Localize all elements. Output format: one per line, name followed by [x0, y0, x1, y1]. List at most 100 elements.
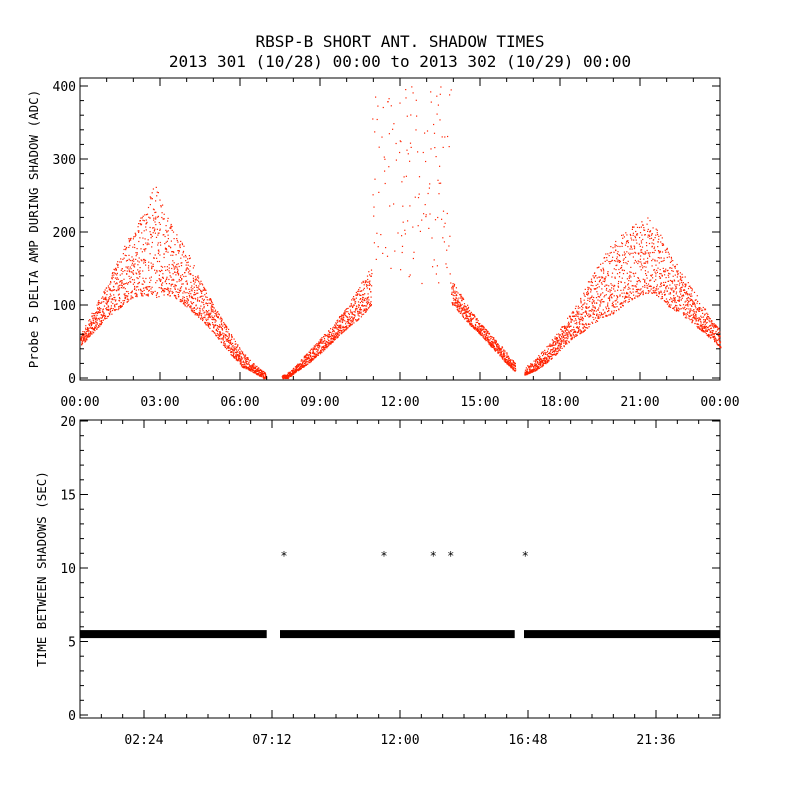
amp-point [86, 337, 88, 339]
amp-point [481, 329, 483, 331]
amp-point [115, 269, 117, 271]
amp-point [627, 284, 629, 286]
amp-point [647, 234, 649, 236]
amp-point [120, 302, 122, 304]
amp-point [300, 366, 302, 368]
amp-point [318, 341, 320, 343]
amp-point [83, 331, 86, 333]
amp-point [206, 296, 208, 298]
amp-point [344, 320, 346, 322]
amp-point [101, 297, 103, 299]
amp-point [680, 278, 682, 280]
amp-point [557, 345, 559, 347]
amp-point [636, 233, 638, 235]
amp-point [569, 333, 571, 335]
amp-point [557, 346, 559, 348]
amp-point [417, 197, 420, 199]
amp-point [97, 301, 99, 303]
amp-point [592, 285, 594, 287]
amp-point [513, 368, 515, 371]
amp-point [156, 260, 159, 263]
amp-point [105, 298, 107, 301]
amp-point [135, 292, 137, 295]
amp-point [384, 182, 386, 185]
amp-point [568, 323, 570, 325]
amp-point [227, 347, 229, 349]
amp-point [114, 309, 116, 311]
amp-point [300, 360, 302, 362]
amp-point [673, 291, 675, 293]
amp-point [337, 336, 339, 338]
amp-point [549, 355, 552, 358]
amp-point [145, 286, 147, 288]
amp-point [672, 287, 674, 289]
amp-point [501, 350, 503, 352]
amp-point [504, 361, 507, 363]
amp-point [503, 360, 505, 362]
amp-point [586, 292, 588, 294]
amp-point [549, 356, 551, 358]
amp-point [330, 338, 332, 340]
amp-point [685, 283, 687, 285]
amp-point [556, 337, 558, 339]
amp-point [99, 311, 101, 313]
amp-point [209, 313, 211, 315]
amp-point [232, 354, 234, 356]
amp-point [221, 328, 223, 330]
amp-point [114, 296, 116, 299]
amp-point [431, 237, 433, 239]
amp-point [259, 375, 261, 377]
amp-point [661, 296, 663, 298]
amp-point [573, 315, 575, 317]
amp-point [204, 311, 206, 313]
amp-point [537, 365, 539, 367]
amp-point [151, 265, 153, 267]
amp-point [239, 348, 241, 350]
amp-point [549, 352, 551, 354]
amp-point [113, 309, 115, 311]
amp-point [210, 301, 213, 303]
amp-point [468, 321, 471, 323]
amp-point [604, 285, 606, 287]
amp-point [261, 376, 263, 378]
amp-point [136, 294, 138, 296]
amp-point [579, 307, 581, 309]
amp-point [198, 316, 200, 318]
amp-point [478, 324, 480, 326]
amp-point [476, 321, 479, 323]
amp-point [177, 241, 179, 243]
amp-point [210, 298, 212, 300]
amp-point [111, 299, 113, 301]
amp-point [654, 260, 656, 262]
amp-point [196, 300, 199, 302]
amp-point [142, 270, 144, 272]
amp-point [366, 305, 368, 307]
amp-point [369, 280, 371, 282]
amp-point [647, 287, 649, 289]
amp-point [619, 271, 621, 274]
amp-point [207, 317, 209, 319]
amp-point [494, 349, 496, 351]
amp-point [460, 295, 462, 297]
amp-point [173, 238, 175, 240]
amp-point [694, 322, 696, 325]
amp-point [149, 204, 151, 206]
amp-point [524, 373, 526, 375]
amp-point [204, 314, 206, 316]
amp-point [340, 330, 343, 332]
amp-point [308, 362, 310, 364]
amp-point [360, 316, 362, 318]
amp-point [680, 287, 682, 289]
amp-point [672, 270, 674, 272]
amp-point [531, 371, 534, 373]
amp-point [617, 261, 619, 263]
amp-point [650, 275, 652, 277]
amp-point [403, 176, 405, 178]
amp-point [170, 254, 172, 256]
amp-point [667, 251, 669, 253]
amp-point [614, 277, 616, 279]
amp-point [458, 308, 461, 310]
amp-point [293, 367, 295, 369]
amp-point [525, 373, 527, 375]
amp-point [253, 366, 255, 368]
